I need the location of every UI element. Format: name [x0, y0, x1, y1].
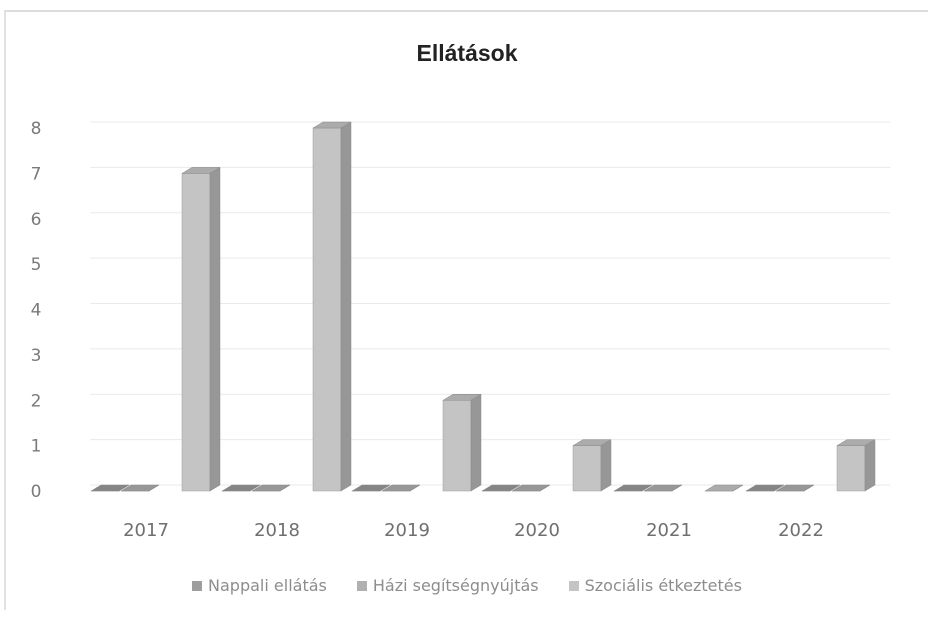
bar-front [836, 445, 866, 492]
y-tick-label: 6 [31, 210, 42, 230]
y-tick-label: 8 [31, 119, 42, 139]
y-tick-label: 1 [31, 437, 42, 457]
bar-side [118, 484, 130, 492]
bar-side [470, 393, 482, 492]
bar [381, 484, 421, 492]
bar-side [641, 484, 653, 492]
legend-label-nappali: Nappali ellátás [208, 576, 327, 595]
bar-top [704, 484, 744, 492]
chart-title: Ellátások [416, 40, 518, 66]
bar-side [209, 166, 221, 492]
x-tick-label: 2017 [123, 520, 169, 541]
bar [442, 393, 482, 492]
frame-border-left [4, 10, 6, 610]
bar [836, 439, 876, 492]
y-tick-label: 0 [31, 482, 42, 502]
frame-border-top [4, 10, 928, 12]
bar [775, 484, 815, 492]
bar-side [148, 484, 160, 492]
y-tick-label: 2 [31, 391, 42, 411]
bar [643, 484, 683, 492]
bar-front [572, 445, 602, 492]
bar-side [773, 484, 785, 492]
x-tick-label: 2021 [646, 520, 692, 541]
legend-swatch-nappali [192, 580, 203, 591]
bar-side [864, 439, 876, 492]
bar [511, 484, 551, 492]
x-tick-label: 2022 [778, 520, 824, 541]
x-tick-label: 2019 [384, 520, 430, 541]
x-tick-label: 2018 [254, 520, 300, 541]
bar-side [249, 484, 261, 492]
legend-label-hazi: Házi segítségnyújtás [372, 576, 539, 595]
bar [312, 121, 352, 492]
bar [572, 439, 612, 492]
legend-item-hazi: Házi segítségnyújtás [356, 576, 539, 595]
legend-swatch-hazi [356, 580, 367, 591]
bar-side [379, 484, 391, 492]
bar-side [600, 439, 612, 492]
bar [120, 484, 160, 492]
bar-side [732, 484, 744, 492]
bar-side [803, 484, 815, 492]
bar [613, 484, 653, 492]
bar-side [340, 121, 352, 492]
bar [351, 484, 391, 492]
bar [745, 484, 785, 492]
bar [481, 484, 521, 492]
y-tick-label: 3 [31, 346, 42, 366]
legend: Nappali ellátás Házi segítségnyújtás Szo… [0, 576, 934, 595]
bar-side [409, 484, 421, 492]
x-tick-label: 2020 [514, 520, 560, 541]
legend-swatch-szocialis [568, 580, 579, 591]
y-tick-label: 5 [31, 255, 42, 275]
legend-label-szocialis: Szociális étkeztetés [584, 576, 742, 595]
bar-side [509, 484, 521, 492]
y-tick-label: 7 [31, 164, 42, 184]
bar-side [671, 484, 683, 492]
legend-item-szocialis: Szociális étkeztetés [568, 576, 742, 595]
bar-front [442, 400, 472, 492]
legend-item-nappali: Nappali ellátás [192, 576, 327, 595]
bar [704, 484, 744, 492]
bar-front [181, 173, 211, 492]
bar [90, 484, 130, 492]
bar-side [279, 484, 291, 492]
bar [221, 484, 261, 492]
bar [181, 166, 221, 492]
bar-side [539, 484, 551, 492]
y-tick-label: 4 [31, 301, 42, 321]
bar-front [312, 127, 342, 492]
bar [251, 484, 291, 492]
